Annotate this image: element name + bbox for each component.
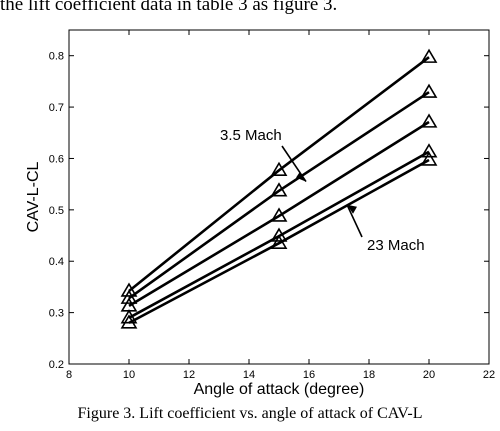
data-point-marker (270, 234, 288, 249)
annotation-arrow (346, 204, 363, 238)
figure-caption: Figure 3. Lift coefficient vs. angle of … (77, 405, 423, 422)
x-tick-label: 8 (66, 369, 72, 381)
y-axis-label: CAV-L-CL (25, 161, 42, 232)
x-tick-label: 18 (363, 369, 375, 381)
data-point-marker (420, 113, 438, 128)
data-point-marker (270, 207, 288, 222)
y-tick-label: 0.5 (49, 205, 64, 217)
annotation-arrowhead (296, 171, 306, 182)
data-point-marker (270, 161, 288, 176)
series-line (128, 56, 430, 293)
y-tick-label: 0.3 (49, 308, 64, 320)
plot-area-frame (68, 29, 490, 365)
series-line (128, 91, 430, 300)
intro-text: the lift coefficient data in table 3 as … (0, 0, 338, 15)
y-tick-label: 0.7 (49, 102, 64, 114)
x-tick-label: 16 (303, 369, 315, 381)
x-tick-label: 14 (243, 369, 255, 381)
y-tick-label: 0.8 (49, 51, 64, 63)
data-point-marker (120, 289, 138, 304)
annotation-arrowhead (347, 204, 357, 214)
series-line (128, 158, 430, 325)
x-tick-label: 20 (423, 369, 435, 381)
y-tick-label: 0.6 (49, 153, 64, 165)
annotation-label: 23 Mach (367, 237, 425, 254)
data-point-marker (120, 282, 138, 297)
x-tick-label: 10 (123, 369, 135, 381)
data-point-marker (420, 143, 438, 158)
x-tick-label: 22 (483, 369, 495, 381)
data-point-marker (420, 83, 438, 98)
annotation-label: 3.5 Mach (220, 127, 282, 144)
data-point-marker (270, 227, 288, 242)
series-line (128, 120, 430, 308)
lift-coefficient-chart: 8 10 12 14 16 18 20 22 0.2 0.3 0.4 0.5 0.6 0.7 0.8 3.5… (25, 29, 495, 398)
y-tick-label: 0.2 (49, 359, 64, 371)
data-point-marker (120, 314, 138, 329)
data-point-marker (420, 48, 438, 63)
x-axis-label: Angle of attack (degree) (194, 381, 365, 398)
data-point-marker (420, 151, 438, 166)
y-tick-label: 0.4 (49, 256, 64, 268)
x-tick-label: 12 (183, 369, 195, 381)
data-point-marker (270, 182, 288, 197)
